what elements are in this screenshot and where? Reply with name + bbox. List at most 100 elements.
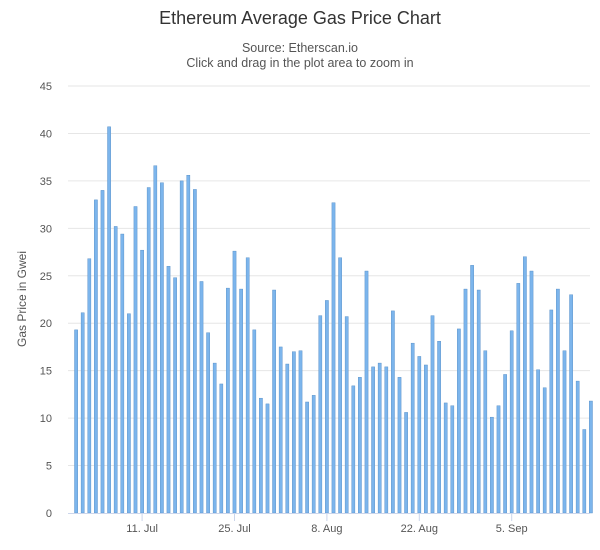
bar[interactable] <box>193 189 197 514</box>
bar[interactable] <box>331 202 336 514</box>
bar[interactable] <box>80 312 85 514</box>
chart-subtitle-source: Source: Etherscan.io <box>242 41 358 55</box>
y-axis-ticks: 0 5 10 15 20 25 30 35 40 45 <box>40 81 52 520</box>
bar[interactable] <box>556 288 560 514</box>
bar[interactable] <box>199 281 204 514</box>
x-axis-ticks: 11. Jul 25. Jul 8. Aug 22. Aug 5. Sep <box>126 513 528 535</box>
x-tick-label: 25. Jul <box>218 523 250 535</box>
bar[interactable] <box>463 288 468 514</box>
bar[interactable] <box>490 416 494 514</box>
bar[interactable] <box>424 364 428 514</box>
bar[interactable] <box>569 294 573 514</box>
bar[interactable] <box>153 165 158 514</box>
bar[interactable] <box>384 366 389 514</box>
bar[interactable] <box>278 346 283 514</box>
bar[interactable] <box>404 412 408 514</box>
bar[interactable] <box>437 341 441 514</box>
bar[interactable] <box>318 315 323 514</box>
bar[interactable] <box>265 403 270 514</box>
bar[interactable] <box>562 350 567 514</box>
bar[interactable] <box>259 397 263 514</box>
x-tick-label: 8. Aug <box>311 523 342 535</box>
bar[interactable] <box>305 401 309 514</box>
bar[interactable] <box>166 266 171 514</box>
x-tick-label: 5. Sep <box>496 523 528 535</box>
y-tick-label: 10 <box>40 413 52 425</box>
bar[interactable] <box>292 351 296 514</box>
bar[interactable] <box>173 277 177 514</box>
bar[interactable] <box>443 402 448 514</box>
bar[interactable] <box>252 329 257 514</box>
bar[interactable] <box>516 283 521 514</box>
bar[interactable] <box>542 387 547 514</box>
bar[interactable] <box>457 328 461 514</box>
chart-title: Ethereum Average Gas Price Chart <box>159 8 441 28</box>
y-tick-label: 35 <box>40 176 52 188</box>
bar[interactable] <box>146 187 151 514</box>
bar[interactable] <box>509 330 514 514</box>
bar[interactable] <box>450 405 455 514</box>
bar[interactable] <box>338 257 342 514</box>
bar[interactable] <box>212 362 217 514</box>
bar[interactable] <box>377 362 382 514</box>
y-tick-label: 25 <box>40 271 52 283</box>
bar[interactable] <box>140 249 144 514</box>
bar[interactable] <box>397 377 402 514</box>
y-tick-label: 0 <box>46 508 52 520</box>
bar[interactable] <box>575 380 580 514</box>
bar[interactable] <box>582 429 587 514</box>
bar[interactable] <box>476 289 481 514</box>
bar[interactable] <box>120 233 125 514</box>
bar[interactable] <box>483 350 488 514</box>
bar[interactable] <box>186 174 191 514</box>
bar[interactable] <box>272 289 276 514</box>
bar[interactable] <box>133 206 138 514</box>
bar[interactable] <box>470 265 474 514</box>
chart-subtitle-zoom-hint: Click and drag in the plot area to zoom … <box>186 56 413 70</box>
bar[interactable] <box>94 199 98 514</box>
bar[interactable] <box>549 309 554 514</box>
bar[interactable] <box>179 180 184 514</box>
bar[interactable] <box>358 377 362 514</box>
bar-series[interactable] <box>74 126 593 514</box>
bar[interactable] <box>325 300 329 514</box>
bar[interactable] <box>311 395 316 514</box>
bar[interactable] <box>219 383 224 514</box>
bar[interactable] <box>371 366 375 514</box>
bar[interactable] <box>206 332 210 514</box>
bar[interactable] <box>496 405 501 514</box>
bar[interactable] <box>245 257 250 514</box>
bar[interactable] <box>226 287 230 514</box>
bar[interactable] <box>239 288 243 514</box>
bar[interactable] <box>536 369 540 514</box>
bar[interactable] <box>344 316 349 514</box>
bar[interactable] <box>298 350 303 514</box>
bar[interactable] <box>364 270 369 514</box>
bar[interactable] <box>351 385 356 514</box>
bar[interactable] <box>391 310 395 514</box>
bar[interactable] <box>589 400 593 514</box>
bar[interactable] <box>160 182 164 514</box>
bar[interactable] <box>100 190 105 514</box>
bar[interactable] <box>430 315 435 514</box>
x-tick-label: 11. Jul <box>126 523 158 535</box>
bar[interactable] <box>87 258 92 514</box>
bar[interactable] <box>285 363 290 514</box>
y-tick-label: 40 <box>40 128 52 140</box>
bar[interactable] <box>107 126 111 514</box>
x-tick-label: 22. Aug <box>401 523 438 535</box>
y-tick-label: 15 <box>40 366 52 378</box>
bar[interactable] <box>113 226 118 514</box>
bar[interactable] <box>417 356 422 514</box>
bar[interactable] <box>232 250 237 514</box>
y-tick-label: 45 <box>40 81 52 93</box>
bar[interactable] <box>74 329 78 514</box>
bar[interactable] <box>503 374 507 514</box>
y-tick-label: 20 <box>40 318 52 330</box>
bar[interactable] <box>410 342 415 514</box>
bar[interactable] <box>529 270 534 514</box>
bar[interactable] <box>523 256 527 514</box>
bar[interactable] <box>127 313 131 514</box>
